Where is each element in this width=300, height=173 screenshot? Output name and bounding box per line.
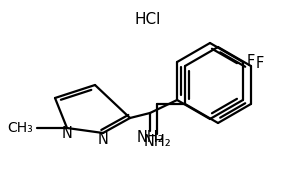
Text: HCl: HCl xyxy=(135,12,161,28)
Text: NH₂: NH₂ xyxy=(143,134,171,149)
Text: F: F xyxy=(256,57,264,71)
Text: N: N xyxy=(61,126,72,142)
Text: CH₃: CH₃ xyxy=(7,121,33,135)
Text: N: N xyxy=(98,131,108,147)
Text: F: F xyxy=(247,54,255,70)
Text: NH₂: NH₂ xyxy=(136,130,164,145)
